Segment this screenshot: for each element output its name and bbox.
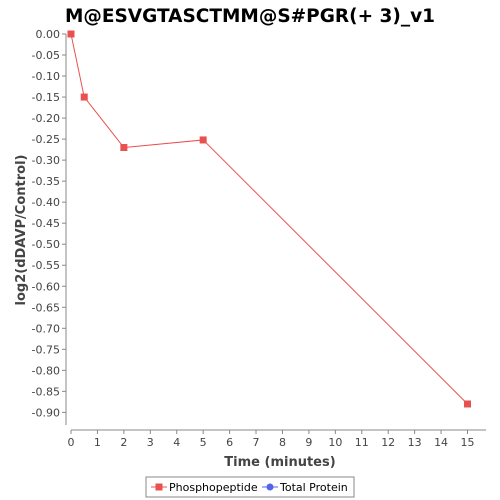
y-tick-label: -0.70 [32,322,60,335]
y-tick-label: -0.45 [32,217,60,230]
y-axis-label: log2(dDAVP/Control) [14,155,29,306]
y-tick-label: -0.30 [32,154,60,167]
legend-marker-phosphopeptide [155,483,163,491]
x-tick-label: 0 [68,436,75,449]
x-tick-label: 4 [173,436,180,449]
y-tick-label: -0.20 [32,112,60,125]
y-tick-label: -0.50 [32,238,60,251]
x-tick-label: 15 [460,436,474,449]
x-tick-label: 12 [381,436,395,449]
y-tick-label: -0.65 [32,301,60,314]
y-tick-label: -0.40 [32,196,60,209]
x-tick-label: 1 [94,436,101,449]
y-tick-label: -0.80 [32,364,60,377]
x-tick-label: 7 [253,436,260,449]
x-tick-label: 8 [279,436,286,449]
y-tick-label: -0.60 [32,280,60,293]
x-tick-label: 6 [226,436,233,449]
chart-title: M@ESVGTASCTMM@S#PGR(+ 3)_v1 [65,6,435,27]
plot-area [71,34,486,425]
y-tick-label: -0.05 [32,49,60,62]
y-tick-label: -0.90 [32,406,60,419]
y-tick-label: -0.15 [32,91,60,104]
x-tick-label: 11 [355,436,369,449]
x-axis-ticks: 0 1 2 3 4 5 6 7 8 9 10 11 12 13 14 15 [68,430,474,449]
data-point-phosphopeptide [67,30,75,38]
y-axis-ticks: 0.00 -0.05 -0.10 -0.15 -0.20 -0.25 -0.30 -0.35 -… [32,28,66,419]
legend-label-total-protein: Total Protein [279,481,348,494]
x-tick-label: 13 [408,436,422,449]
legend-marker-total-protein [266,483,274,491]
legend-label-phosphopeptide: Phosphopeptide [169,481,258,494]
x-tick-label: 14 [434,436,448,449]
y-tick-label: -0.75 [32,343,60,356]
x-tick-label: 2 [120,436,127,449]
x-tick-label: 9 [305,436,312,449]
y-tick-label: -0.35 [32,175,60,188]
series-layer [67,30,471,408]
y-tick-label: -0.55 [32,259,60,272]
y-tick-label: 0.00 [36,28,61,41]
x-axis-label: Time (minutes) [224,455,335,470]
data-point-phosphopeptide [463,400,471,408]
x-tick-label: 3 [147,436,154,449]
legend-box [145,476,355,498]
data-point-phosphopeptide [199,136,207,144]
x-tick-label: 5 [200,436,207,449]
data-point-phosphopeptide [120,144,128,152]
legend: Phosphopeptide Total Protein [145,476,355,498]
y-tick-label: -0.25 [32,133,60,146]
y-tick-label: -0.85 [32,385,60,398]
y-tick-label: -0.10 [32,70,60,83]
data-point-phosphopeptide [80,93,88,101]
x-tick-label: 10 [328,436,342,449]
